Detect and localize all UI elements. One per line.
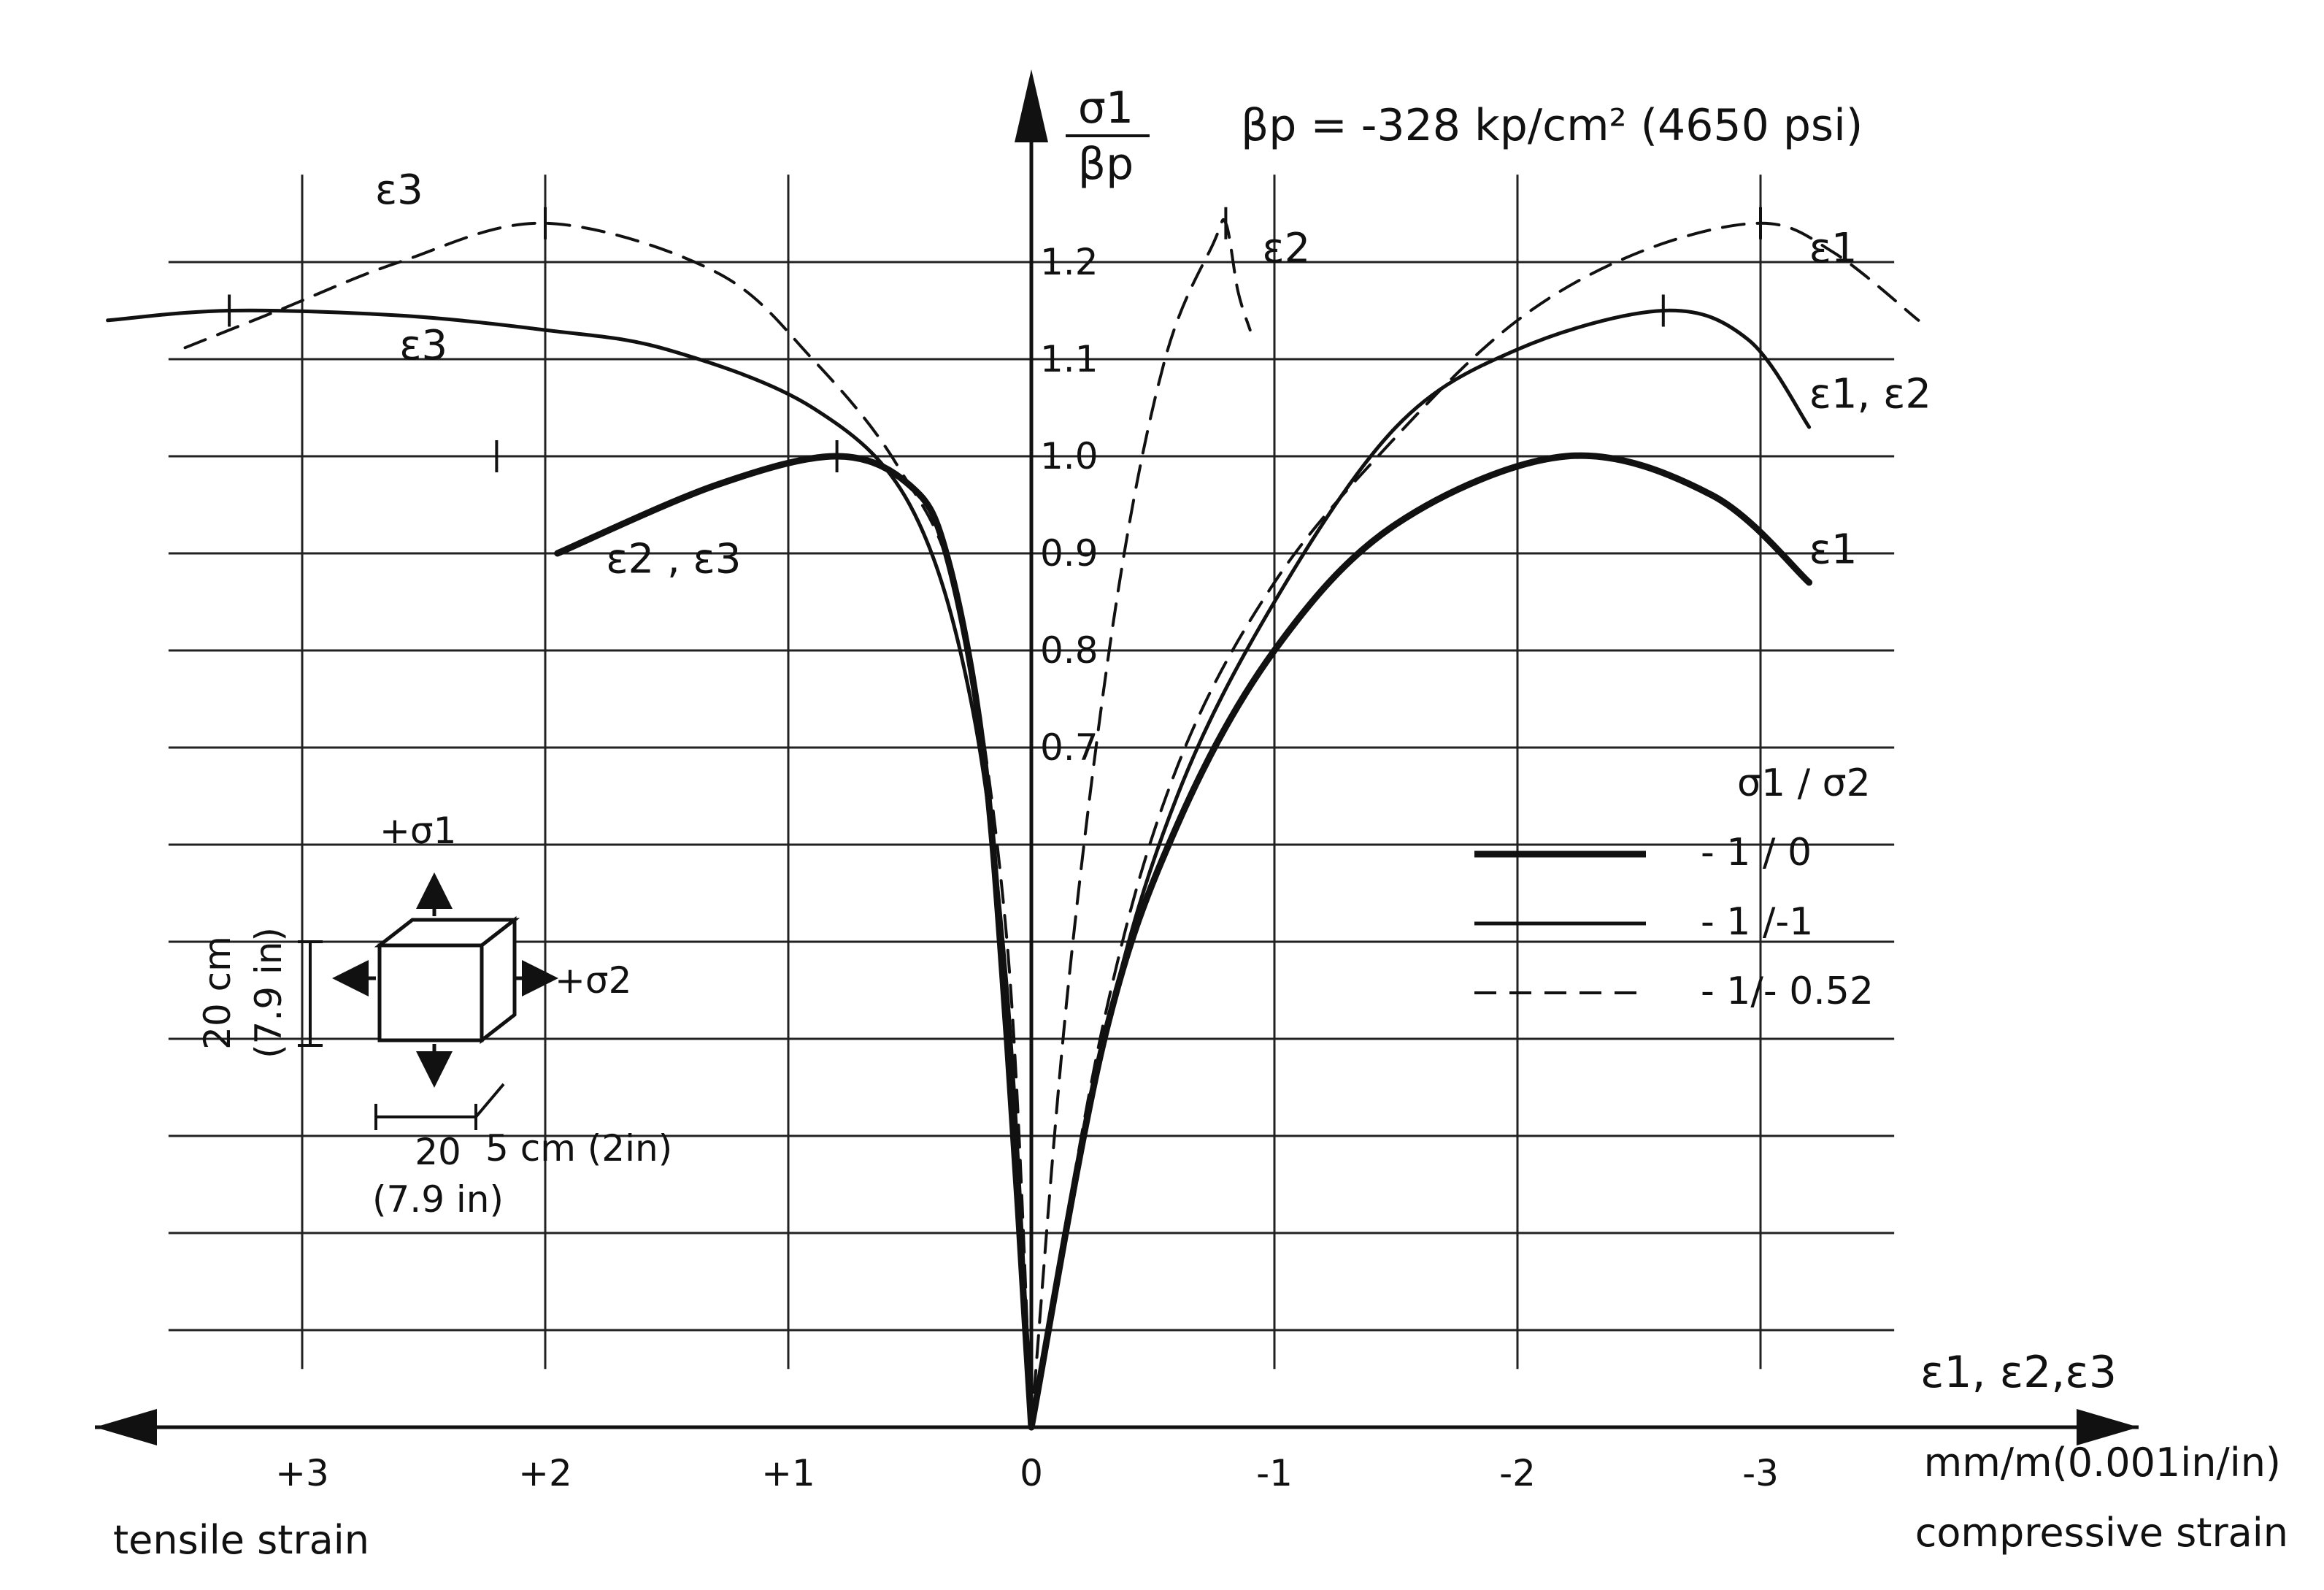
sigma2-label: +σ2	[555, 959, 631, 1002]
y-axis-arrow	[1015, 69, 1048, 142]
specimen-diagram: +σ1 +σ2 20 cm (7.9 in) 20 (7.9 in) 5 cm …	[196, 810, 672, 1221]
y-tick-label: 0.8	[1040, 629, 1098, 672]
x-units-label: mm/m(0.001in/in)	[1924, 1440, 2281, 1486]
y-tick-labels: 1.2 1.1 1.0 0.9 0.8 0.7	[1040, 241, 1098, 769]
y-tick-label: 1.2	[1040, 241, 1098, 283]
legend-entry-label: - 1 / 0	[1701, 831, 1812, 875]
sigma1-label: +σ1	[380, 810, 456, 852]
x-axis-label: ε1, ε2,ε3	[1920, 1347, 2117, 1398]
x-tick-labels: +3 +2 +1 0 -1 -2 -3	[275, 1452, 1779, 1494]
width-label-line2: (7.9 in)	[372, 1178, 504, 1221]
curve-label: ε1	[1809, 225, 1858, 272]
depth-dimension-line	[474, 1083, 505, 1118]
y-tick-label: 0.9	[1040, 532, 1098, 575]
legend-entry-label: - 1 /-1	[1701, 900, 1813, 944]
x-tick-label: -2	[1499, 1452, 1536, 1494]
x-axis-left-arrow	[95, 1409, 157, 1445]
legend-title: σ1 / σ2	[1737, 761, 1871, 805]
chart-title: βp = -328 kp/cm² (4650 psi)	[1241, 100, 1863, 151]
curve-label: ε2	[1262, 225, 1310, 272]
x-tick-label: +1	[761, 1452, 815, 1494]
specimen-front-face	[377, 943, 484, 1042]
legend: σ1 / σ2 - 1 / 0 - 1 /-1 - 1/- 0.52	[1474, 761, 1874, 1013]
curve-label: ε1, ε2	[1809, 371, 1931, 418]
x-tick-label: -3	[1742, 1452, 1779, 1494]
x-axis-right-arrow	[2077, 1409, 2139, 1445]
depth-label: 5 cm (2in)	[485, 1127, 672, 1170]
curves	[106, 207, 1920, 1431]
y-axis-label-denominator: βp	[1078, 139, 1134, 190]
curve-label: ε1	[1809, 526, 1858, 573]
tensile-strain-caption: tensile strain	[113, 1517, 369, 1563]
x-tick-label: -1	[1256, 1452, 1293, 1494]
y-tick-label: 1.0	[1040, 435, 1098, 477]
curve-medium-2	[1029, 308, 1812, 1429]
legend-entry-label: - 1/- 0.52	[1701, 969, 1874, 1013]
curve-label: ε2 , ε3	[606, 536, 741, 583]
y-axis-title: σ1 βp	[1066, 82, 1150, 190]
height-label-line2: (7.9 in)	[247, 927, 290, 1059]
axes	[95, 69, 2139, 1445]
x-tick-label: +3	[275, 1452, 329, 1494]
curve-label: ε3	[399, 322, 447, 369]
curve-annotations: ε1 ε1, ε2 ε1 ε2 ε3 ε3 ε2 , ε3	[375, 166, 1931, 583]
specimen-side-face	[480, 915, 517, 1045]
x-tick-label: +2	[518, 1452, 572, 1494]
y-tick-label: 0.7	[1040, 726, 1098, 769]
y-tick-label: 1.1	[1040, 338, 1098, 380]
y-axis-label-numerator: σ1	[1078, 82, 1134, 134]
compressive-strain-caption: compressive strain	[1915, 1510, 2288, 1556]
curve-dashed-6	[179, 221, 1033, 1429]
x-tick-label: 0	[1020, 1452, 1043, 1494]
width-label-line1: 20	[415, 1131, 461, 1173]
curve-medium-3	[106, 308, 1034, 1429]
curve-label: ε3	[375, 166, 423, 214]
height-label-line1: 20 cm	[196, 936, 239, 1050]
